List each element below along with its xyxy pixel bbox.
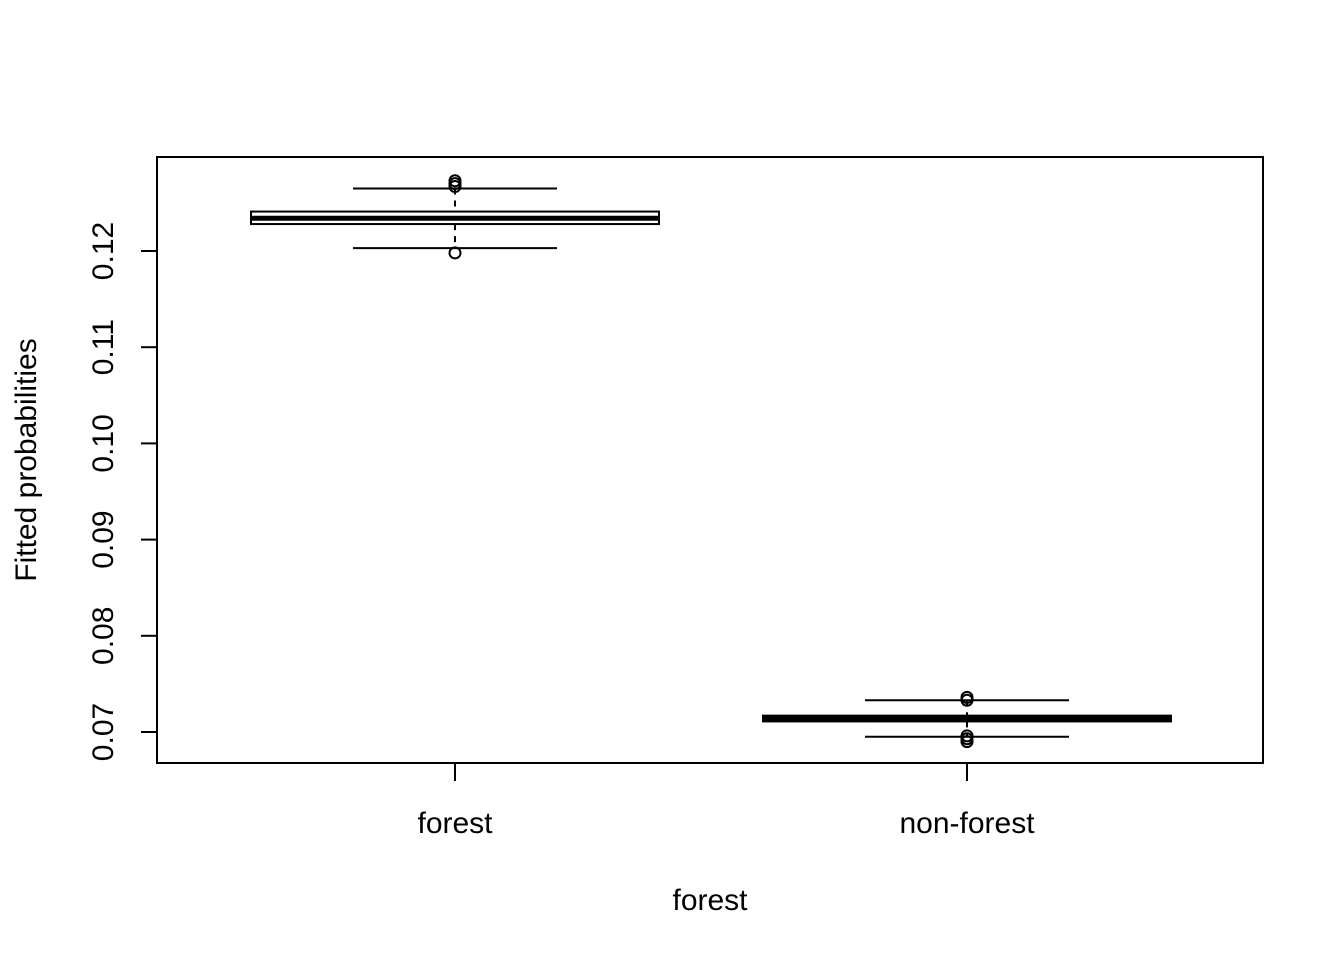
box-forest	[250, 174, 660, 260]
outlier-point	[448, 174, 462, 188]
y-tick-label: 0.11	[87, 319, 120, 375]
plot-frame	[156, 156, 1264, 764]
y-axis-title: Fitted probabilities	[10, 338, 43, 581]
y-tick-label: 0.07	[87, 703, 120, 761]
y-tick-label: 0.09	[87, 510, 120, 568]
outlier-point	[960, 690, 974, 704]
boxes	[250, 174, 1172, 749]
y-tick-label: 0.12	[87, 222, 120, 280]
x-tick-label: non-forest	[899, 807, 1035, 840]
x-axis-title: forest	[672, 884, 748, 917]
y-tick-label: 0.08	[87, 607, 120, 665]
outlier-point	[960, 729, 974, 743]
outlier-point	[448, 246, 462, 260]
x-axis: forest non-forest	[417, 763, 1035, 840]
y-axis: 0.07 0.08 0.09 0.10 0.11 0.12	[87, 222, 158, 761]
y-tick-label: 0.10	[87, 414, 120, 472]
box-non-forest	[762, 690, 1172, 749]
x-tick-label: forest	[417, 807, 493, 840]
